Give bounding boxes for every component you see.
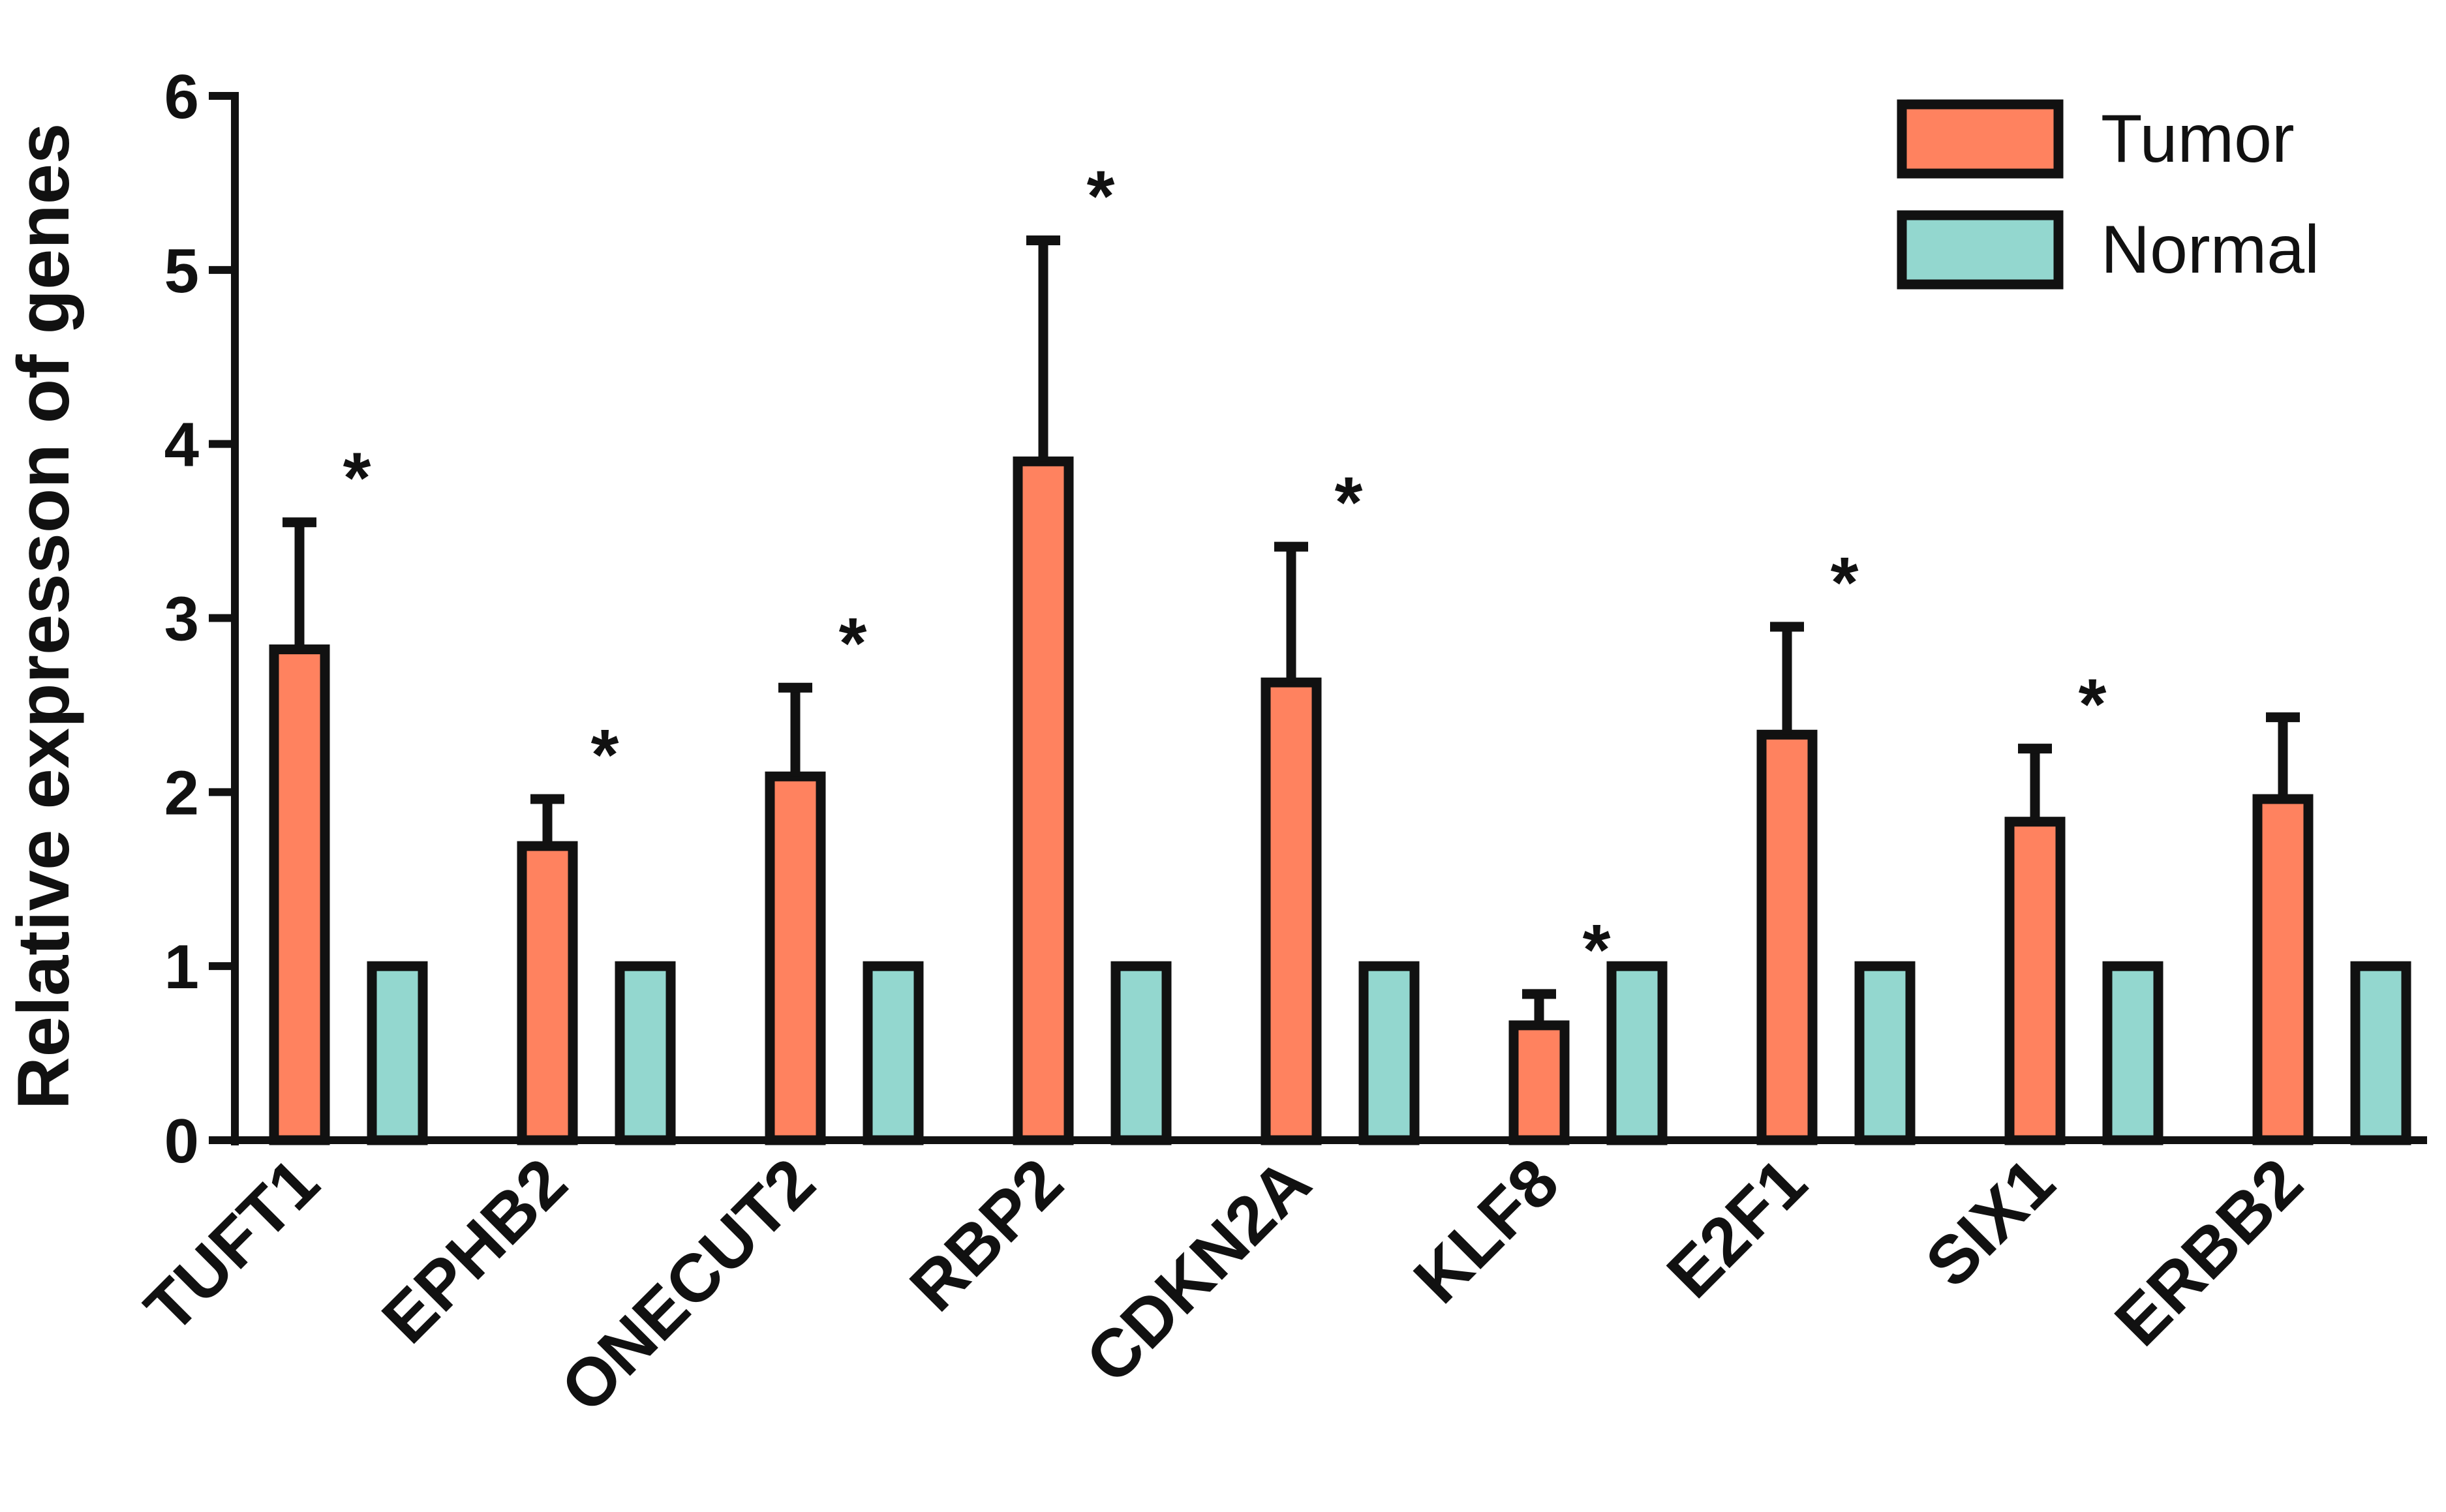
y-tick-label-2: 2 [164, 758, 199, 828]
bar-normal-EPHB2 [615, 961, 676, 1145]
bar-normal-CDKN2A [1358, 961, 1420, 1145]
y-tick-label-5: 5 [164, 236, 199, 306]
error-bars-layer [283, 235, 2300, 1025]
bar-tumor-ERBB2 [2252, 794, 2314, 1145]
bar-tumor-EPHB2 [517, 841, 578, 1145]
x-tick-label-RBP2: RBP2 [896, 1144, 1077, 1325]
significance-SIX1: * [2079, 665, 2107, 745]
bars-layer [269, 456, 2411, 1145]
y-axis-label: Relative expresson of genes [3, 123, 84, 1110]
x-tick-label-TUFT1: TUFT1 [130, 1144, 333, 1347]
bar-tumor-SIX1 [2004, 817, 2066, 1145]
x-tick-label-E2F1: E2F1 [1653, 1144, 1821, 1312]
y-tick-label-4: 4 [164, 410, 199, 480]
bar-tumor-ONECUT2 [765, 771, 826, 1145]
significance-KLF8: * [1583, 910, 1611, 990]
y-tick-label-0: 0 [164, 1106, 199, 1176]
bar-normal-KLF8 [1606, 961, 1668, 1145]
significance-CDKN2A: * [1335, 462, 1363, 543]
significance-TUFT1: * [343, 438, 371, 519]
bar-tumor-KLF8 [1508, 1020, 1570, 1145]
axes-layer: 0 1 2 3 4 5 6 [164, 62, 2427, 1176]
y-tick-label-6: 6 [164, 62, 199, 132]
bar-normal-TUFT1 [367, 961, 428, 1145]
significance-layer: * * * * * * * * [343, 156, 2107, 990]
bar-tumor-E2F1 [1756, 729, 1818, 1145]
legend-swatch-normal [1897, 210, 2064, 290]
significance-EPHB2: * [591, 715, 619, 795]
significance-ONECUT2: * [839, 603, 867, 684]
x-tick-label-ERBB2: ERBB2 [2101, 1144, 2317, 1360]
y-tick-label-3: 3 [164, 584, 199, 654]
x-tick-label-ONECUT2: ONECUT2 [547, 1144, 829, 1427]
x-tick-label-CDKN2A: CDKN2A [1072, 1144, 1325, 1397]
significance-RBP2: * [1087, 156, 1115, 236]
legend: Tumor Normal [1897, 99, 2319, 290]
legend-swatch-tumor [1897, 99, 2064, 179]
x-tick-label-KLF8: KLF8 [1399, 1144, 1573, 1318]
y-tick-label-1: 1 [164, 932, 199, 1002]
bar-tumor-RBP2 [1013, 456, 1074, 1145]
bar-normal-ERBB2 [2350, 961, 2411, 1145]
legend-label-tumor: Tumor [2101, 101, 2295, 177]
bar-tumor-TUFT1 [269, 644, 330, 1145]
bar-normal-RBP2 [1110, 961, 1172, 1145]
bar-normal-SIX1 [2102, 961, 2163, 1145]
x-tick-label-EPHB2: EPHB2 [368, 1144, 581, 1357]
significance-E2F1: * [1831, 543, 1859, 623]
legend-label-normal: Normal [2101, 212, 2319, 288]
bar-normal-E2F1 [1854, 961, 1916, 1145]
x-tick-label-SIX1: SIX1 [1912, 1144, 2069, 1301]
bar-tumor-CDKN2A [1261, 677, 1322, 1145]
bar-normal-ONECUT2 [863, 961, 924, 1145]
